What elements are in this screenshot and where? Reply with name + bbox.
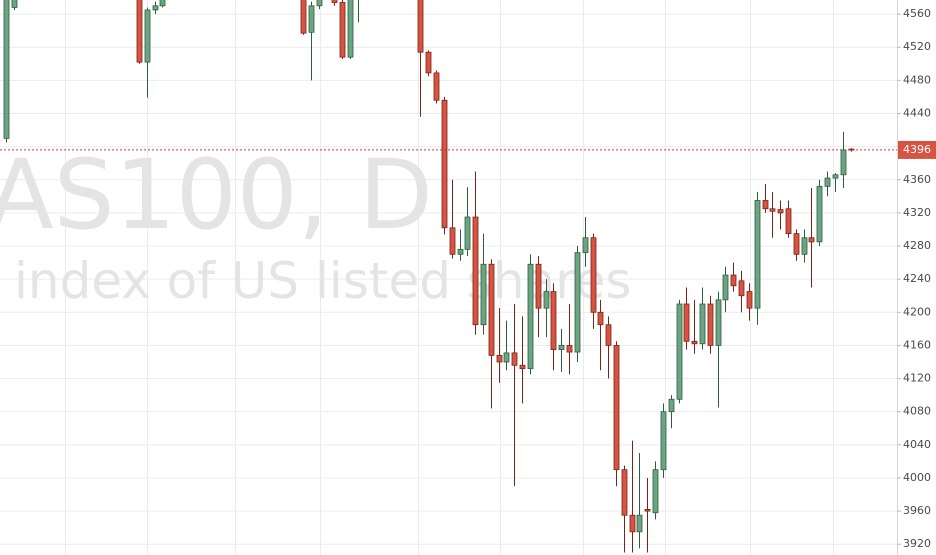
y-tick-label: 4200 bbox=[903, 305, 931, 318]
y-tick-label: 4520 bbox=[903, 40, 931, 53]
candle-body bbox=[566, 345, 573, 353]
candle-body bbox=[652, 469, 659, 514]
candle-body bbox=[11, 0, 18, 8]
candle-body bbox=[636, 514, 643, 533]
candle-body bbox=[511, 352, 518, 366]
candle-body bbox=[441, 99, 448, 229]
candle-body bbox=[699, 303, 706, 345]
candle-body bbox=[613, 345, 620, 471]
candle-body bbox=[746, 291, 753, 309]
candle-body bbox=[840, 149, 847, 176]
candle-body bbox=[793, 233, 800, 255]
candle-body bbox=[683, 303, 690, 342]
candle-body bbox=[816, 185, 823, 243]
candle-body bbox=[715, 299, 722, 346]
candle-body bbox=[503, 352, 510, 363]
y-tick-label: 4040 bbox=[903, 438, 931, 451]
candle-body bbox=[347, 0, 354, 58]
candle-body bbox=[832, 174, 839, 179]
candle-body bbox=[730, 274, 737, 287]
candle-body bbox=[762, 200, 769, 210]
candle-body bbox=[308, 5, 315, 33]
candle-body bbox=[488, 263, 495, 356]
candle-body bbox=[668, 398, 675, 413]
candle-body bbox=[590, 237, 597, 313]
candle-body bbox=[339, 2, 346, 58]
candle-body bbox=[543, 291, 550, 309]
candle-body bbox=[691, 340, 698, 345]
candle-body bbox=[496, 354, 503, 363]
y-tick-label: 3960 bbox=[903, 504, 931, 517]
candle-body bbox=[769, 208, 776, 212]
y-tick-label: 4080 bbox=[903, 405, 931, 418]
y-tick-label: 4320 bbox=[903, 206, 931, 219]
candle-body bbox=[472, 216, 479, 326]
y-tick-label: 4480 bbox=[903, 73, 931, 86]
y-tick-label: 4160 bbox=[903, 338, 931, 351]
candle-body bbox=[660, 411, 667, 471]
candle-body bbox=[785, 208, 792, 234]
candle-body bbox=[777, 209, 784, 214]
y-tick-label: 3920 bbox=[903, 537, 931, 550]
candle-body bbox=[629, 514, 636, 533]
candle-body bbox=[136, 0, 143, 63]
y-tick-label: 4240 bbox=[903, 272, 931, 285]
candle-body bbox=[582, 237, 589, 254]
candle-body bbox=[144, 9, 151, 63]
candle-body bbox=[159, 0, 166, 7]
y-tick-label: 4360 bbox=[903, 173, 931, 186]
candle-body bbox=[605, 324, 612, 346]
y-tick-label: 4280 bbox=[903, 239, 931, 252]
y-tick-label: 4120 bbox=[903, 372, 931, 385]
candle-body bbox=[331, 0, 338, 3]
candle-body bbox=[808, 237, 815, 243]
candle-body bbox=[574, 252, 581, 353]
candle-body bbox=[464, 216, 471, 250]
candle-body bbox=[722, 274, 729, 301]
candle-body bbox=[550, 291, 557, 350]
candle-body bbox=[527, 263, 534, 370]
y-tick-label: 4560 bbox=[903, 7, 931, 20]
candle-body bbox=[535, 263, 542, 309]
candle-body bbox=[824, 177, 831, 187]
candle-body bbox=[738, 280, 745, 297]
candle-body bbox=[433, 72, 440, 101]
candle-body bbox=[457, 248, 464, 255]
candle-body bbox=[707, 303, 714, 346]
candle-body bbox=[597, 311, 604, 326]
candle-body bbox=[621, 469, 628, 516]
candle-body bbox=[519, 364, 526, 370]
candle-body bbox=[558, 345, 565, 350]
watermark-symbol: AS100, D bbox=[0, 139, 433, 251]
candle-body bbox=[425, 51, 432, 74]
candle-body bbox=[801, 237, 808, 255]
candle-body bbox=[676, 303, 683, 400]
time-grid bbox=[65, 0, 834, 555]
candle-body bbox=[152, 5, 159, 11]
y-tick-label: 4440 bbox=[903, 106, 931, 119]
candle-body bbox=[754, 200, 761, 309]
last-price-label: 4396 bbox=[903, 143, 931, 156]
candle-body bbox=[316, 0, 323, 7]
candle-body bbox=[417, 0, 424, 53]
last-price-badge bbox=[898, 140, 936, 159]
candle-body bbox=[480, 263, 487, 326]
candle-body bbox=[3, 0, 10, 139]
candle-body bbox=[300, 0, 307, 34]
candle-body bbox=[644, 509, 651, 512]
y-tick-label: 4000 bbox=[903, 471, 931, 484]
candle-body bbox=[449, 227, 456, 255]
